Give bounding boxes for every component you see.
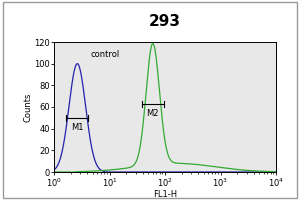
- X-axis label: FL1-H: FL1-H: [153, 190, 177, 199]
- Text: M2: M2: [146, 109, 159, 118]
- Text: M1: M1: [71, 123, 84, 132]
- Text: control: control: [90, 50, 119, 59]
- Text: 293: 293: [149, 14, 181, 29]
- Y-axis label: Counts: Counts: [24, 92, 33, 122]
